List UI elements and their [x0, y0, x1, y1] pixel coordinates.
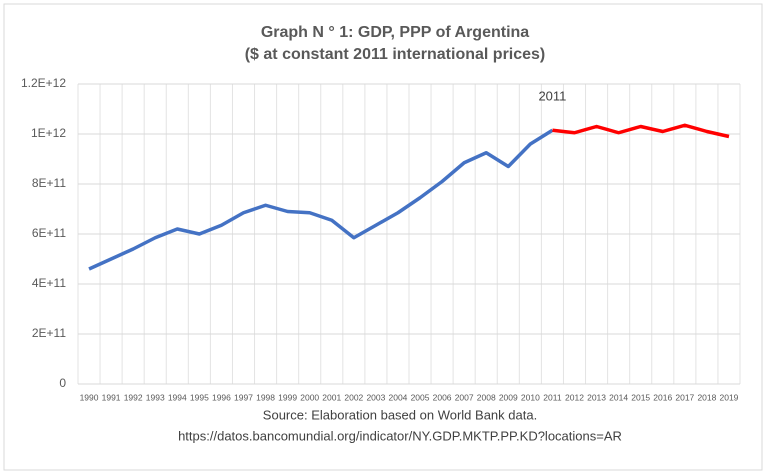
x-tick-label: 1990 — [80, 392, 99, 402]
x-tick-label: 1993 — [146, 392, 165, 402]
source: Source: Elaboration based on World Bank … — [263, 407, 537, 422]
y-tick-label: 6E+11 — [32, 226, 66, 240]
x-tick-label: 2005 — [411, 392, 430, 402]
annotation: 2011 — [538, 88, 566, 103]
source-url: https://datos.bancomundial.org/indicator… — [178, 428, 622, 443]
x-tick-label: 2000 — [300, 392, 319, 402]
x-tick-label: 1995 — [190, 392, 209, 402]
x-tick-label: 2013 — [587, 392, 606, 402]
x-tick-label: 1998 — [256, 392, 275, 402]
x-tick-label: 2004 — [389, 392, 408, 402]
x-tick-label: 2015 — [631, 392, 650, 402]
x-tick-label: 2016 — [653, 392, 672, 402]
x-tick-label: 2002 — [344, 392, 363, 402]
x-tick-label: 1994 — [168, 392, 187, 402]
y-tick-label: 2E+11 — [32, 326, 66, 340]
line-series — [88, 128, 554, 271]
y-tick-label: 8E+11 — [32, 176, 66, 190]
x-tick-label: 2007 — [455, 392, 474, 402]
y-tick-label: 1E+12 — [31, 126, 66, 140]
x-tick-label: 1997 — [234, 392, 253, 402]
line-series — [552, 123, 730, 139]
x-tick-label: 2001 — [322, 392, 341, 402]
x-tick-label: 1992 — [124, 392, 143, 402]
chart-subtitle: ($ at constant 2011 international prices… — [245, 46, 546, 63]
x-tick-label: 2009 — [499, 392, 518, 402]
x-tick-label: 2008 — [477, 392, 496, 402]
x-tick-label: 1999 — [278, 392, 297, 402]
y-tick-label: 1.2E+12 — [21, 76, 66, 90]
x-tick-label: 2017 — [675, 392, 694, 402]
x-tick-label: 2011 — [543, 392, 562, 402]
x-tick-label: 2019 — [720, 392, 739, 402]
x-tick-label: 2010 — [521, 392, 540, 402]
x-tick-label: 1996 — [212, 392, 231, 402]
x-tick-label: 2006 — [433, 392, 452, 402]
chart-border — [3, 3, 763, 471]
y-tick-label: 0 — [59, 376, 66, 390]
x-tick-label: 1991 — [102, 392, 121, 402]
x-tick-label: 2014 — [609, 392, 628, 402]
chart-title: Graph N ° 1: GDP, PPP of Argentina — [261, 24, 529, 41]
x-tick-label: 2012 — [565, 392, 584, 402]
y-tick-label: 4E+11 — [32, 276, 66, 290]
x-tick-label: 2018 — [697, 392, 716, 402]
x-tick-label: 2003 — [366, 392, 385, 402]
